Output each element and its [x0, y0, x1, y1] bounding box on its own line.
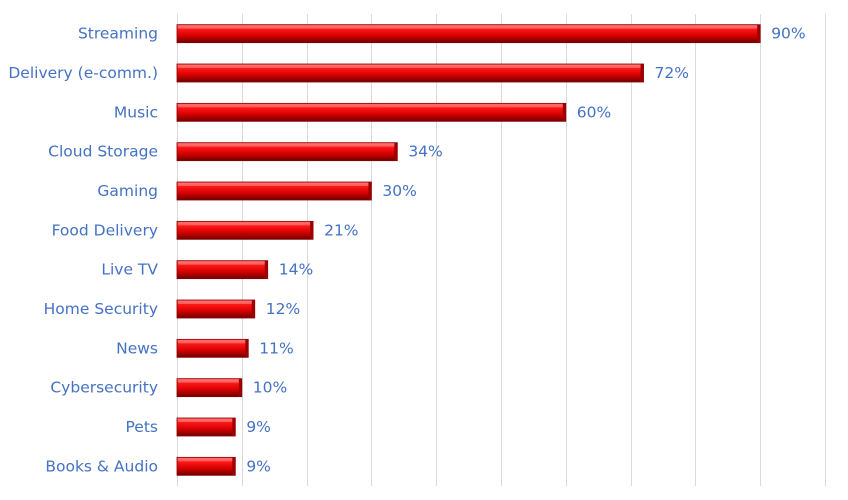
bar-end-bevel [757, 24, 761, 43]
category-label: Gaming [97, 182, 158, 200]
category-label: News [116, 339, 158, 357]
bar-highlight [178, 261, 265, 265]
category-label: Delivery (e-comm.) [8, 64, 158, 82]
bar-highlight [178, 340, 246, 344]
bar-highlight [178, 419, 233, 422]
value-label: 30% [382, 182, 416, 200]
bar-end-bevel [232, 457, 236, 476]
value-label: 11% [259, 339, 293, 357]
value-label: 9% [246, 418, 271, 436]
bar-highlight [178, 183, 369, 186]
bar-end-bevel [264, 260, 268, 279]
value-label: 72% [655, 64, 689, 82]
bar-7 [176, 260, 269, 280]
category-label: Streaming [78, 25, 158, 43]
category-label: Food Delivery [52, 221, 158, 239]
bar-end-bevel [251, 300, 255, 318]
bar-8 [176, 299, 256, 319]
value-label: 34% [408, 143, 442, 161]
bar-end-bevel [310, 221, 314, 240]
bar-end-bevel [640, 64, 644, 82]
category-label: Live TV [101, 261, 158, 279]
bar-highlight [178, 222, 311, 226]
bar-end-bevel [245, 339, 249, 358]
bar-end-bevel [232, 418, 236, 436]
category-label: Cybersecurity [50, 379, 158, 397]
value-label: 9% [246, 457, 271, 475]
bar-highlight [178, 65, 641, 68]
value-label: 14% [279, 261, 313, 279]
bar-highlight [178, 25, 758, 29]
bar [176, 220, 314, 240]
category-label: Pets [126, 418, 158, 436]
bar-11 [176, 417, 236, 437]
bar-end-bevel [394, 142, 398, 161]
bar-highlight [178, 104, 563, 108]
bar-end-bevel [562, 103, 566, 122]
bar-1 [176, 24, 761, 44]
bar-6 [176, 220, 314, 240]
bars [176, 24, 761, 476]
value-label: 60% [577, 103, 611, 121]
bar-3 [176, 102, 567, 122]
category-label: Home Security [44, 300, 158, 318]
value-label: 21% [324, 221, 358, 239]
bar-4 [176, 142, 398, 162]
bar-highlight [178, 301, 252, 304]
value-label: 12% [266, 300, 300, 318]
bar-highlight [178, 379, 239, 383]
bar-5 [176, 181, 372, 201]
bar-10 [176, 378, 243, 398]
bar [176, 299, 256, 319]
bar-2 [176, 63, 644, 83]
bar-highlight [178, 458, 233, 462]
bar-highlight [178, 143, 395, 147]
bar-9 [176, 338, 249, 358]
bar-end-bevel [238, 378, 242, 397]
labels: Streaming 90% Delivery (e-comm.) 72% Music 60… [8, 25, 805, 476]
category-label: Music [114, 103, 158, 121]
category-label: Cloud Storage [48, 143, 158, 161]
category-label: Books & Audio [45, 457, 158, 475]
gridlines [177, 14, 826, 486]
value-label: 10% [253, 379, 287, 397]
bar-end-bevel [368, 182, 372, 200]
value-label: 90% [771, 25, 805, 43]
bar-12 [176, 456, 236, 476]
